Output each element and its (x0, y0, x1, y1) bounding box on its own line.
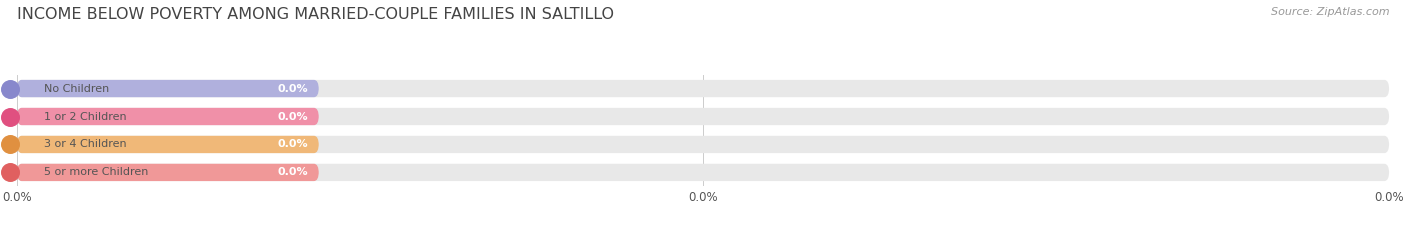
Text: 0.0%: 0.0% (277, 112, 308, 121)
FancyBboxPatch shape (17, 80, 319, 97)
Text: INCOME BELOW POVERTY AMONG MARRIED-COUPLE FAMILIES IN SALTILLO: INCOME BELOW POVERTY AMONG MARRIED-COUPL… (17, 7, 614, 22)
FancyBboxPatch shape (17, 80, 1389, 97)
Text: 1 or 2 Children: 1 or 2 Children (45, 112, 127, 121)
Text: 3 or 4 Children: 3 or 4 Children (45, 140, 127, 149)
Point (0, 115, 21, 118)
FancyBboxPatch shape (17, 164, 1389, 181)
FancyBboxPatch shape (17, 136, 319, 153)
Point (0, 143, 21, 146)
Text: 0.0%: 0.0% (277, 168, 308, 177)
Point (0, 87, 21, 90)
FancyBboxPatch shape (17, 136, 1389, 153)
Point (0, 171, 21, 174)
Text: No Children: No Children (45, 84, 110, 93)
FancyBboxPatch shape (17, 108, 319, 125)
Text: Source: ZipAtlas.com: Source: ZipAtlas.com (1271, 7, 1389, 17)
FancyBboxPatch shape (17, 164, 319, 181)
Text: 0.0%: 0.0% (277, 140, 308, 149)
Text: 5 or more Children: 5 or more Children (45, 168, 149, 177)
Text: 0.0%: 0.0% (277, 84, 308, 93)
FancyBboxPatch shape (17, 108, 1389, 125)
